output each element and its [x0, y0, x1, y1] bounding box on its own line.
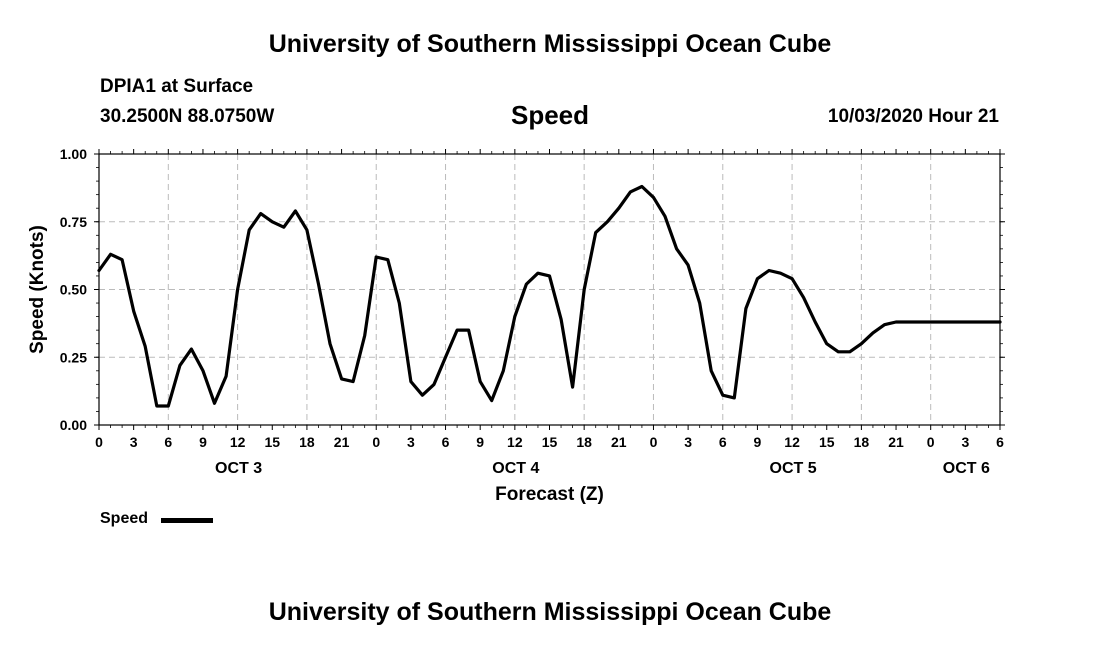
legend-label: Speed [100, 510, 149, 527]
x-tick-label: 12 [784, 434, 800, 450]
x-tick-label: 18 [299, 434, 315, 450]
x-tick-label: 6 [442, 434, 450, 450]
x-tick-label: 6 [164, 434, 172, 450]
y-axis-title: Speed (Knots) [27, 225, 48, 354]
x-tick-label: 21 [611, 434, 627, 450]
x-tick-label: 18 [576, 434, 592, 450]
y-tick-label: 1.00 [60, 146, 87, 162]
footer-title: University of Southern Mississippi Ocean… [268, 598, 832, 626]
x-tick-label: 0 [372, 434, 380, 450]
day-label: OCT 5 [770, 460, 817, 477]
x-tick-label: 0 [650, 434, 658, 450]
x-tick-label: 12 [507, 434, 523, 450]
x-tick-label: 15 [264, 434, 280, 450]
day-label: OCT 3 [215, 460, 262, 477]
x-tick-label: 6 [996, 434, 1004, 450]
legend-swatch [161, 518, 213, 523]
y-tick-label: 0.75 [60, 214, 87, 230]
forecast-datetime: 10/03/2020 Hour 21 [827, 106, 999, 127]
x-tick-label: 9 [199, 434, 207, 450]
x-tick-label: 9 [754, 434, 762, 450]
x-tick-label: 0 [95, 434, 103, 450]
axis-tick-labels: 0.00 0.25 0.50 0.75 1.00 0 3 6 9 12 15 18 21 0 3 6 9 12 15… [60, 146, 1004, 477]
axis-ticks [94, 149, 1005, 430]
day-label: OCT 4 [492, 460, 539, 477]
chart-title: Speed [510, 100, 590, 130]
page-title: University of Southern Mississippi Ocean… [268, 30, 832, 58]
station-coordinates: 30.2500N 88.0750W [100, 106, 275, 127]
day-label: OCT 6 [943, 460, 990, 477]
grid [99, 154, 1000, 425]
x-tick-label: 9 [476, 434, 484, 450]
y-tick-label: 0.50 [60, 282, 87, 298]
x-tick-label: 15 [819, 434, 835, 450]
y-tick-label: 0.00 [60, 417, 87, 433]
x-tick-label: 3 [684, 434, 692, 450]
x-tick-label: 3 [130, 434, 138, 450]
x-tick-label: 3 [407, 434, 415, 450]
series-line-speed [97, 184, 1002, 408]
x-tick-label: 15 [542, 434, 558, 450]
x-tick-label: 18 [854, 434, 870, 450]
x-tick-label: 3 [961, 434, 969, 450]
x-tick-label: 0 [927, 434, 935, 450]
x-tick-label: 21 [888, 434, 904, 450]
x-tick-label: 12 [230, 434, 246, 450]
x-tick-label: 21 [334, 434, 350, 450]
x-tick-label: 6 [719, 434, 727, 450]
series-group [97, 184, 1002, 408]
station-name: DPIA1 at Surface [100, 76, 254, 97]
x-axis-title: Forecast (Z) [495, 484, 604, 505]
y-tick-label: 0.25 [60, 349, 87, 365]
